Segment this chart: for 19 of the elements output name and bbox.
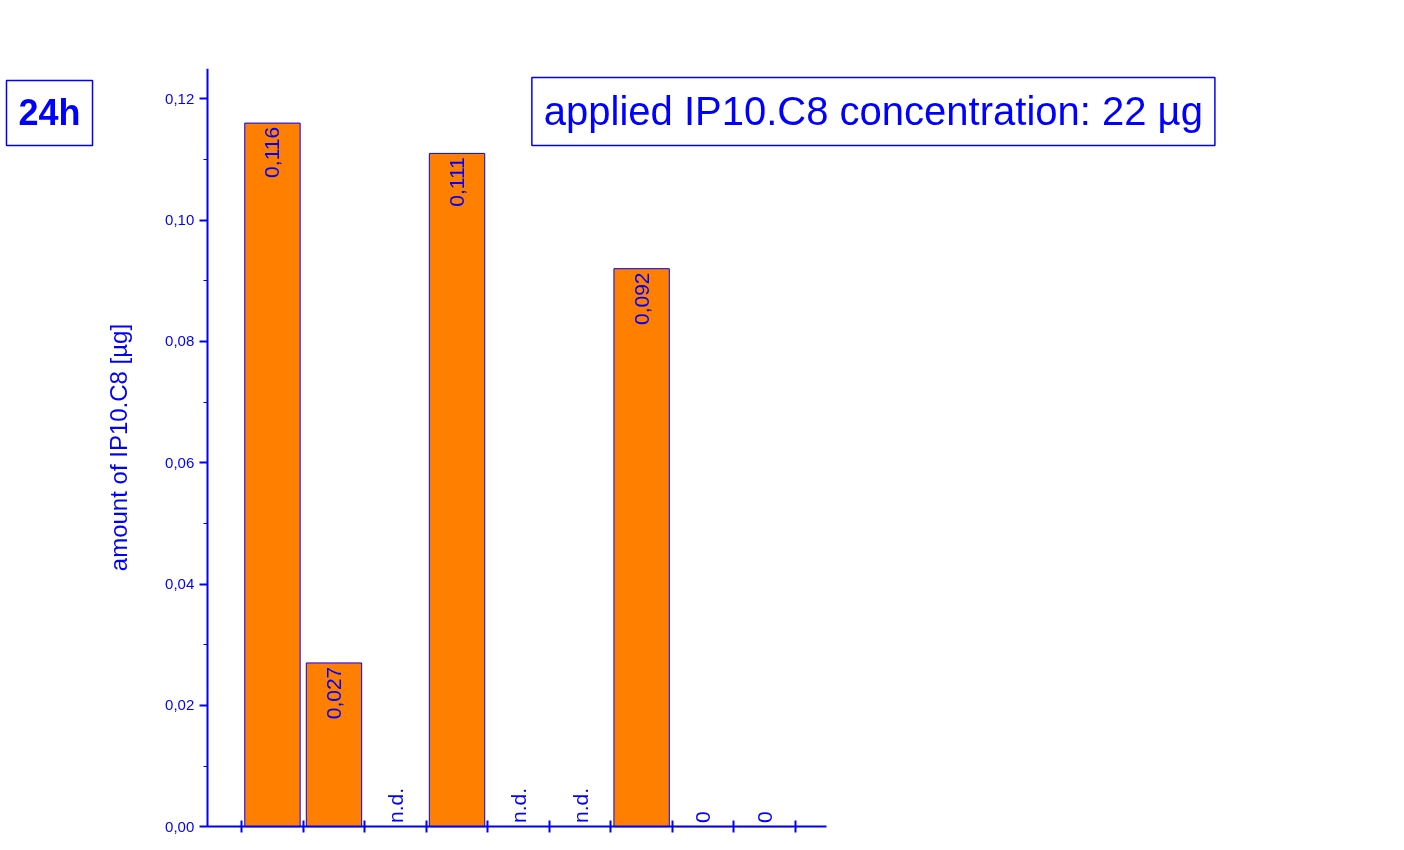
data-label: 0,027 bbox=[321, 666, 345, 720]
annotation: applied IP10.C8 concentration: 22 µg bbox=[543, 89, 1203, 134]
y-tick-label: 0,04 bbox=[165, 575, 195, 593]
data-label: 0,111 bbox=[445, 157, 469, 207]
text: n.d. bbox=[384, 787, 408, 823]
y-tick-label: 0,02 bbox=[165, 696, 195, 714]
text: n.d. bbox=[568, 787, 592, 823]
y-tick-label: 0,00 bbox=[165, 817, 195, 835]
y-tick-label: 0,10 bbox=[165, 211, 195, 229]
data-label: 0 bbox=[752, 811, 776, 823]
y-tick-label: 0,06 bbox=[165, 453, 195, 471]
data-label: 0,116 bbox=[260, 126, 284, 178]
y-tick-label: 0,12 bbox=[165, 89, 195, 107]
y-tick-label: 0,08 bbox=[165, 332, 195, 350]
text: n.d. bbox=[507, 787, 531, 823]
y-axis-title: amount of IP10.C8 [µg] bbox=[105, 323, 133, 572]
data-label: 0 bbox=[691, 811, 715, 823]
text: 24h bbox=[18, 92, 81, 134]
data-label: 0,092 bbox=[629, 272, 653, 326]
